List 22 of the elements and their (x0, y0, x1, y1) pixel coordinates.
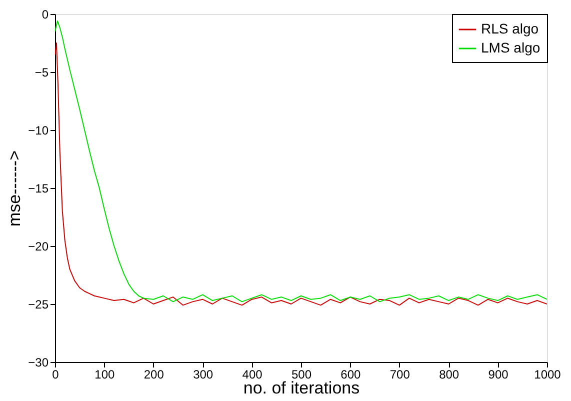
y-tick-label: 0 (42, 8, 49, 22)
x-tick-label: 500 (291, 368, 312, 382)
x-tick-label: 1000 (534, 368, 562, 382)
x-tick-label: 800 (439, 368, 460, 382)
y-tick-label: −20 (28, 240, 49, 254)
legend-label: LMS algo (481, 40, 540, 56)
x-tick-label: 100 (94, 368, 116, 382)
x-tick-label: 900 (488, 368, 509, 382)
y-tick-label: −25 (28, 298, 49, 312)
legend-label: RLS algo (481, 20, 539, 36)
x-tick-label: 300 (193, 368, 214, 382)
y-tick-label: −30 (28, 356, 49, 370)
x-tick-label: 400 (242, 368, 263, 382)
x-tick-label: 600 (340, 368, 362, 382)
y-axis-title: mse------> (5, 150, 24, 227)
x-tick-label: 0 (52, 368, 60, 382)
y-tick-label: −5 (34, 66, 49, 80)
y-tick-label: −10 (28, 124, 49, 138)
x-axis-title: no. of iterations (243, 378, 360, 398)
y-tick-label: −15 (28, 182, 49, 196)
x-tick-label: 700 (390, 368, 410, 382)
x-tick-label: 200 (144, 368, 164, 382)
